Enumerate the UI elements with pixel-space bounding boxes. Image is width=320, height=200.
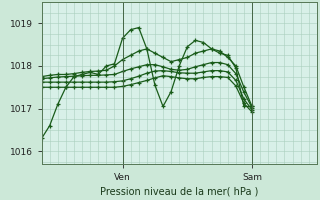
X-axis label: Pression niveau de la mer( hPa ): Pression niveau de la mer( hPa ) (100, 186, 258, 196)
